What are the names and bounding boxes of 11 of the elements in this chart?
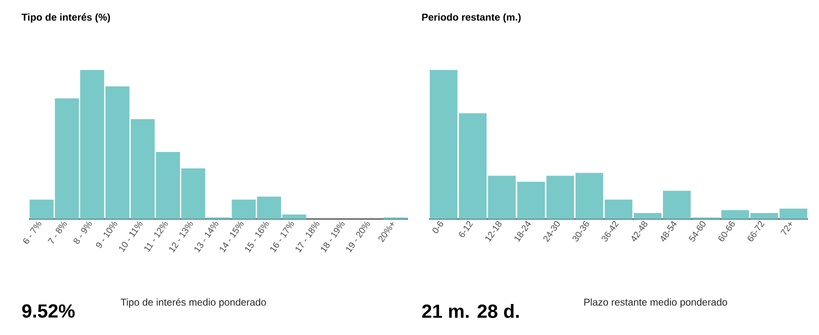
chart-title: Tipo de interés (%) [22,13,110,23]
x-tick-label: 6 - 7% [23,221,42,244]
text: 21 m. 28 d. [422,304,519,318]
x-tick-label: 72+ [780,222,792,235]
text: Tipo de interés medio ponderado [120,298,266,308]
x-tick-label: 8 - 9% [74,221,92,244]
text: Plazo restante medio ponderado [584,298,728,308]
x-tick-label: 7 - 8% [48,221,67,244]
chart-title: Periodo restante (m.) [422,13,521,23]
x-tick-label: 0-6 [432,221,444,234]
text: 9.52% [22,304,75,318]
